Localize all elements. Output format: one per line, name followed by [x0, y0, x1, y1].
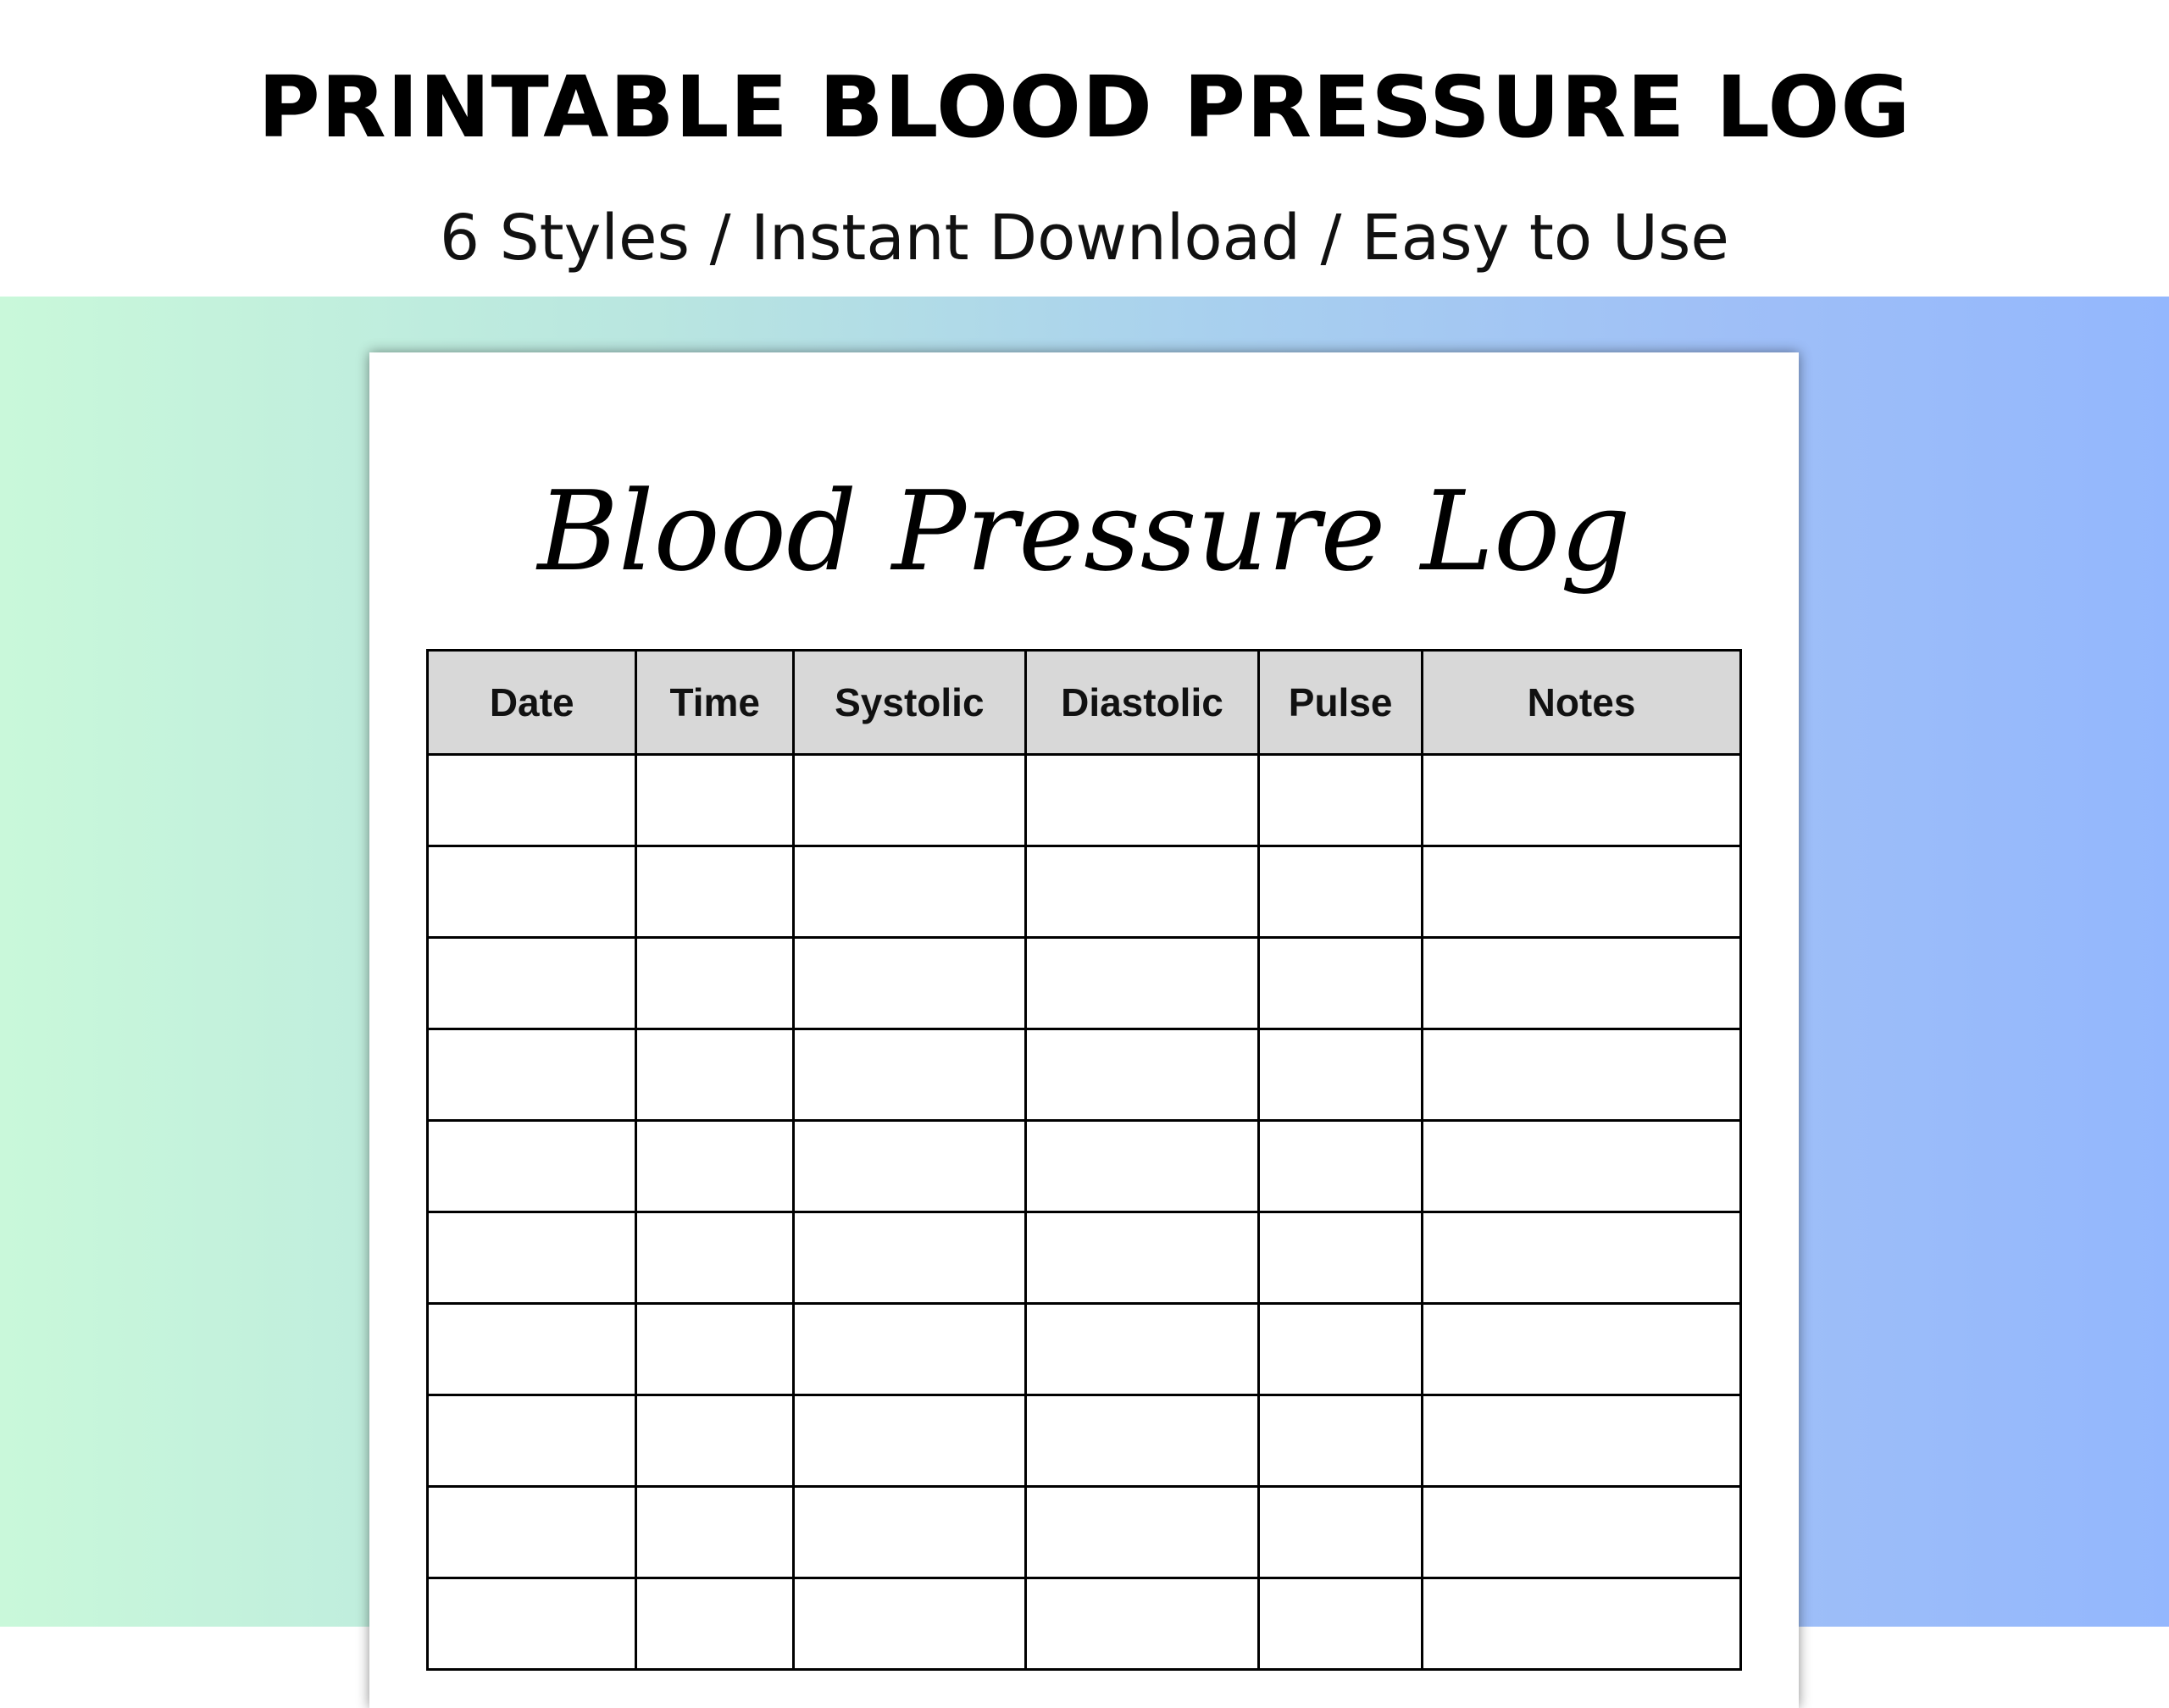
cell-systolic [792, 1028, 1027, 1122]
table-row [425, 936, 1742, 1030]
cell-date [425, 1577, 638, 1671]
cell-notes [1421, 753, 1742, 847]
cell-time [635, 1211, 796, 1305]
headline: PRINTABLE BLOOD PRESSURE LOG [258, 58, 1911, 157]
table-row [425, 753, 1742, 847]
cell-date [425, 1302, 638, 1396]
header-row: Date Time Systolic Diastolic Pulse Notes [425, 649, 1742, 756]
cell-time [635, 1302, 796, 1396]
cell-diastolic [1023, 1028, 1261, 1122]
table-row [425, 1211, 1742, 1305]
cell-diastolic [1023, 1485, 1261, 1579]
cell-time [635, 845, 796, 939]
cell-diastolic [1023, 936, 1261, 1030]
cell-time [635, 1577, 796, 1671]
cell-systolic [792, 1485, 1027, 1579]
cell-pulse [1257, 1394, 1424, 1488]
cell-time [635, 1119, 796, 1213]
cell-notes [1421, 1302, 1742, 1396]
cell-systolic [792, 936, 1027, 1030]
table-row [425, 1577, 1742, 1671]
cell-systolic [792, 845, 1027, 939]
cell-pulse [1257, 845, 1424, 939]
column-header-notes: Notes [1421, 649, 1742, 756]
column-header-systolic: Systolic [792, 649, 1027, 756]
cell-time [635, 753, 796, 847]
cell-systolic [792, 1302, 1027, 1396]
cell-pulse [1257, 1028, 1424, 1122]
log-sheet: Blood Pressure Log Date Time Systolic Di… [369, 352, 1799, 1708]
cell-diastolic [1023, 1119, 1261, 1213]
column-header-diastolic: Diastolic [1023, 649, 1261, 756]
cell-diastolic [1023, 845, 1261, 939]
cell-time [635, 936, 796, 1030]
cell-date [425, 936, 638, 1030]
cell-notes [1421, 1394, 1742, 1488]
column-header-pulse: Pulse [1257, 649, 1424, 756]
cell-date [425, 1028, 638, 1122]
cell-systolic [792, 1211, 1027, 1305]
cell-notes [1421, 1028, 1742, 1122]
table-row [425, 1394, 1742, 1488]
cell-time [635, 1485, 796, 1579]
cell-diastolic [1023, 753, 1261, 847]
cell-pulse [1257, 1302, 1424, 1396]
cell-systolic [792, 753, 1027, 847]
cell-systolic [792, 1577, 1027, 1671]
sheet-title: Blood Pressure Log [537, 467, 1631, 596]
log-table: Date Time Systolic Diastolic Pulse Notes [425, 649, 1742, 1671]
cell-time [635, 1028, 796, 1122]
cell-diastolic [1023, 1577, 1261, 1671]
cell-notes [1421, 1211, 1742, 1305]
subtitle: 6 Styles / Instant Download / Easy to Us… [440, 202, 1729, 274]
cell-time [635, 1394, 796, 1488]
cell-systolic [792, 1119, 1027, 1213]
cell-pulse [1257, 1211, 1424, 1305]
column-header-date: Date [425, 649, 638, 756]
cell-notes [1421, 1485, 1742, 1579]
cell-systolic [792, 1394, 1027, 1488]
cell-diastolic [1023, 1211, 1261, 1305]
table-row [425, 1119, 1742, 1213]
table-row [425, 1485, 1742, 1579]
cell-date [425, 1394, 638, 1488]
cell-pulse [1257, 1119, 1424, 1213]
cell-pulse [1257, 1485, 1424, 1579]
cell-notes [1421, 1119, 1742, 1213]
column-header-time: Time [635, 649, 796, 756]
table-row [425, 845, 1742, 939]
cell-diastolic [1023, 1302, 1261, 1396]
table-row [425, 1028, 1742, 1122]
cell-date [425, 845, 638, 939]
cell-date [425, 1485, 638, 1579]
table-row [425, 1302, 1742, 1396]
cell-notes [1421, 936, 1742, 1030]
cell-pulse [1257, 753, 1424, 847]
cell-date [425, 753, 638, 847]
cell-pulse [1257, 936, 1424, 1030]
cell-diastolic [1023, 1394, 1261, 1488]
cell-notes [1421, 1577, 1742, 1671]
cell-date [425, 1119, 638, 1213]
cell-date [425, 1211, 638, 1305]
cell-pulse [1257, 1577, 1424, 1671]
banner: PRINTABLE BLOOD PRESSURE LOG 6 Styles / … [0, 0, 2169, 297]
cell-notes [1421, 845, 1742, 939]
